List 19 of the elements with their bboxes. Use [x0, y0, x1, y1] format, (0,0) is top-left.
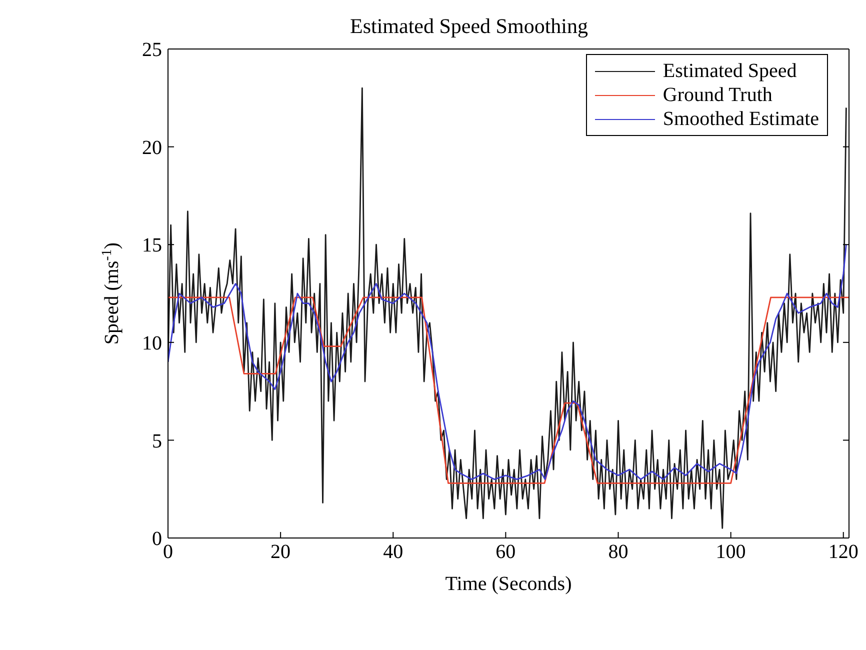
- x-tick-label: 60: [496, 541, 516, 564]
- y-tick-label: 10: [142, 332, 162, 354]
- legend-label: Ground Truth: [662, 83, 772, 107]
- y-tick-label: 20: [142, 136, 162, 159]
- y-tick-label: 15: [142, 234, 162, 257]
- line-series: [168, 87, 847, 529]
- legend-label: Estimated Speed: [662, 59, 797, 83]
- chart-title: Estimated Speed Smoothing: [349, 14, 589, 39]
- x-tick-label: 80: [608, 541, 628, 564]
- y-tick-label: 25: [142, 39, 162, 62]
- line-series: [168, 296, 849, 484]
- x-tick-label: 40: [383, 541, 404, 564]
- x-tick-label: 100: [716, 541, 746, 564]
- x-tick-label: 120: [828, 541, 858, 564]
- x-tick-label: 20: [270, 541, 291, 564]
- x-axis-title: Time (Seconds): [445, 573, 572, 595]
- line-series: [168, 244, 847, 480]
- legend-label: Smoothed Estimate: [662, 107, 819, 131]
- y-tick-label: 5: [152, 430, 162, 452]
